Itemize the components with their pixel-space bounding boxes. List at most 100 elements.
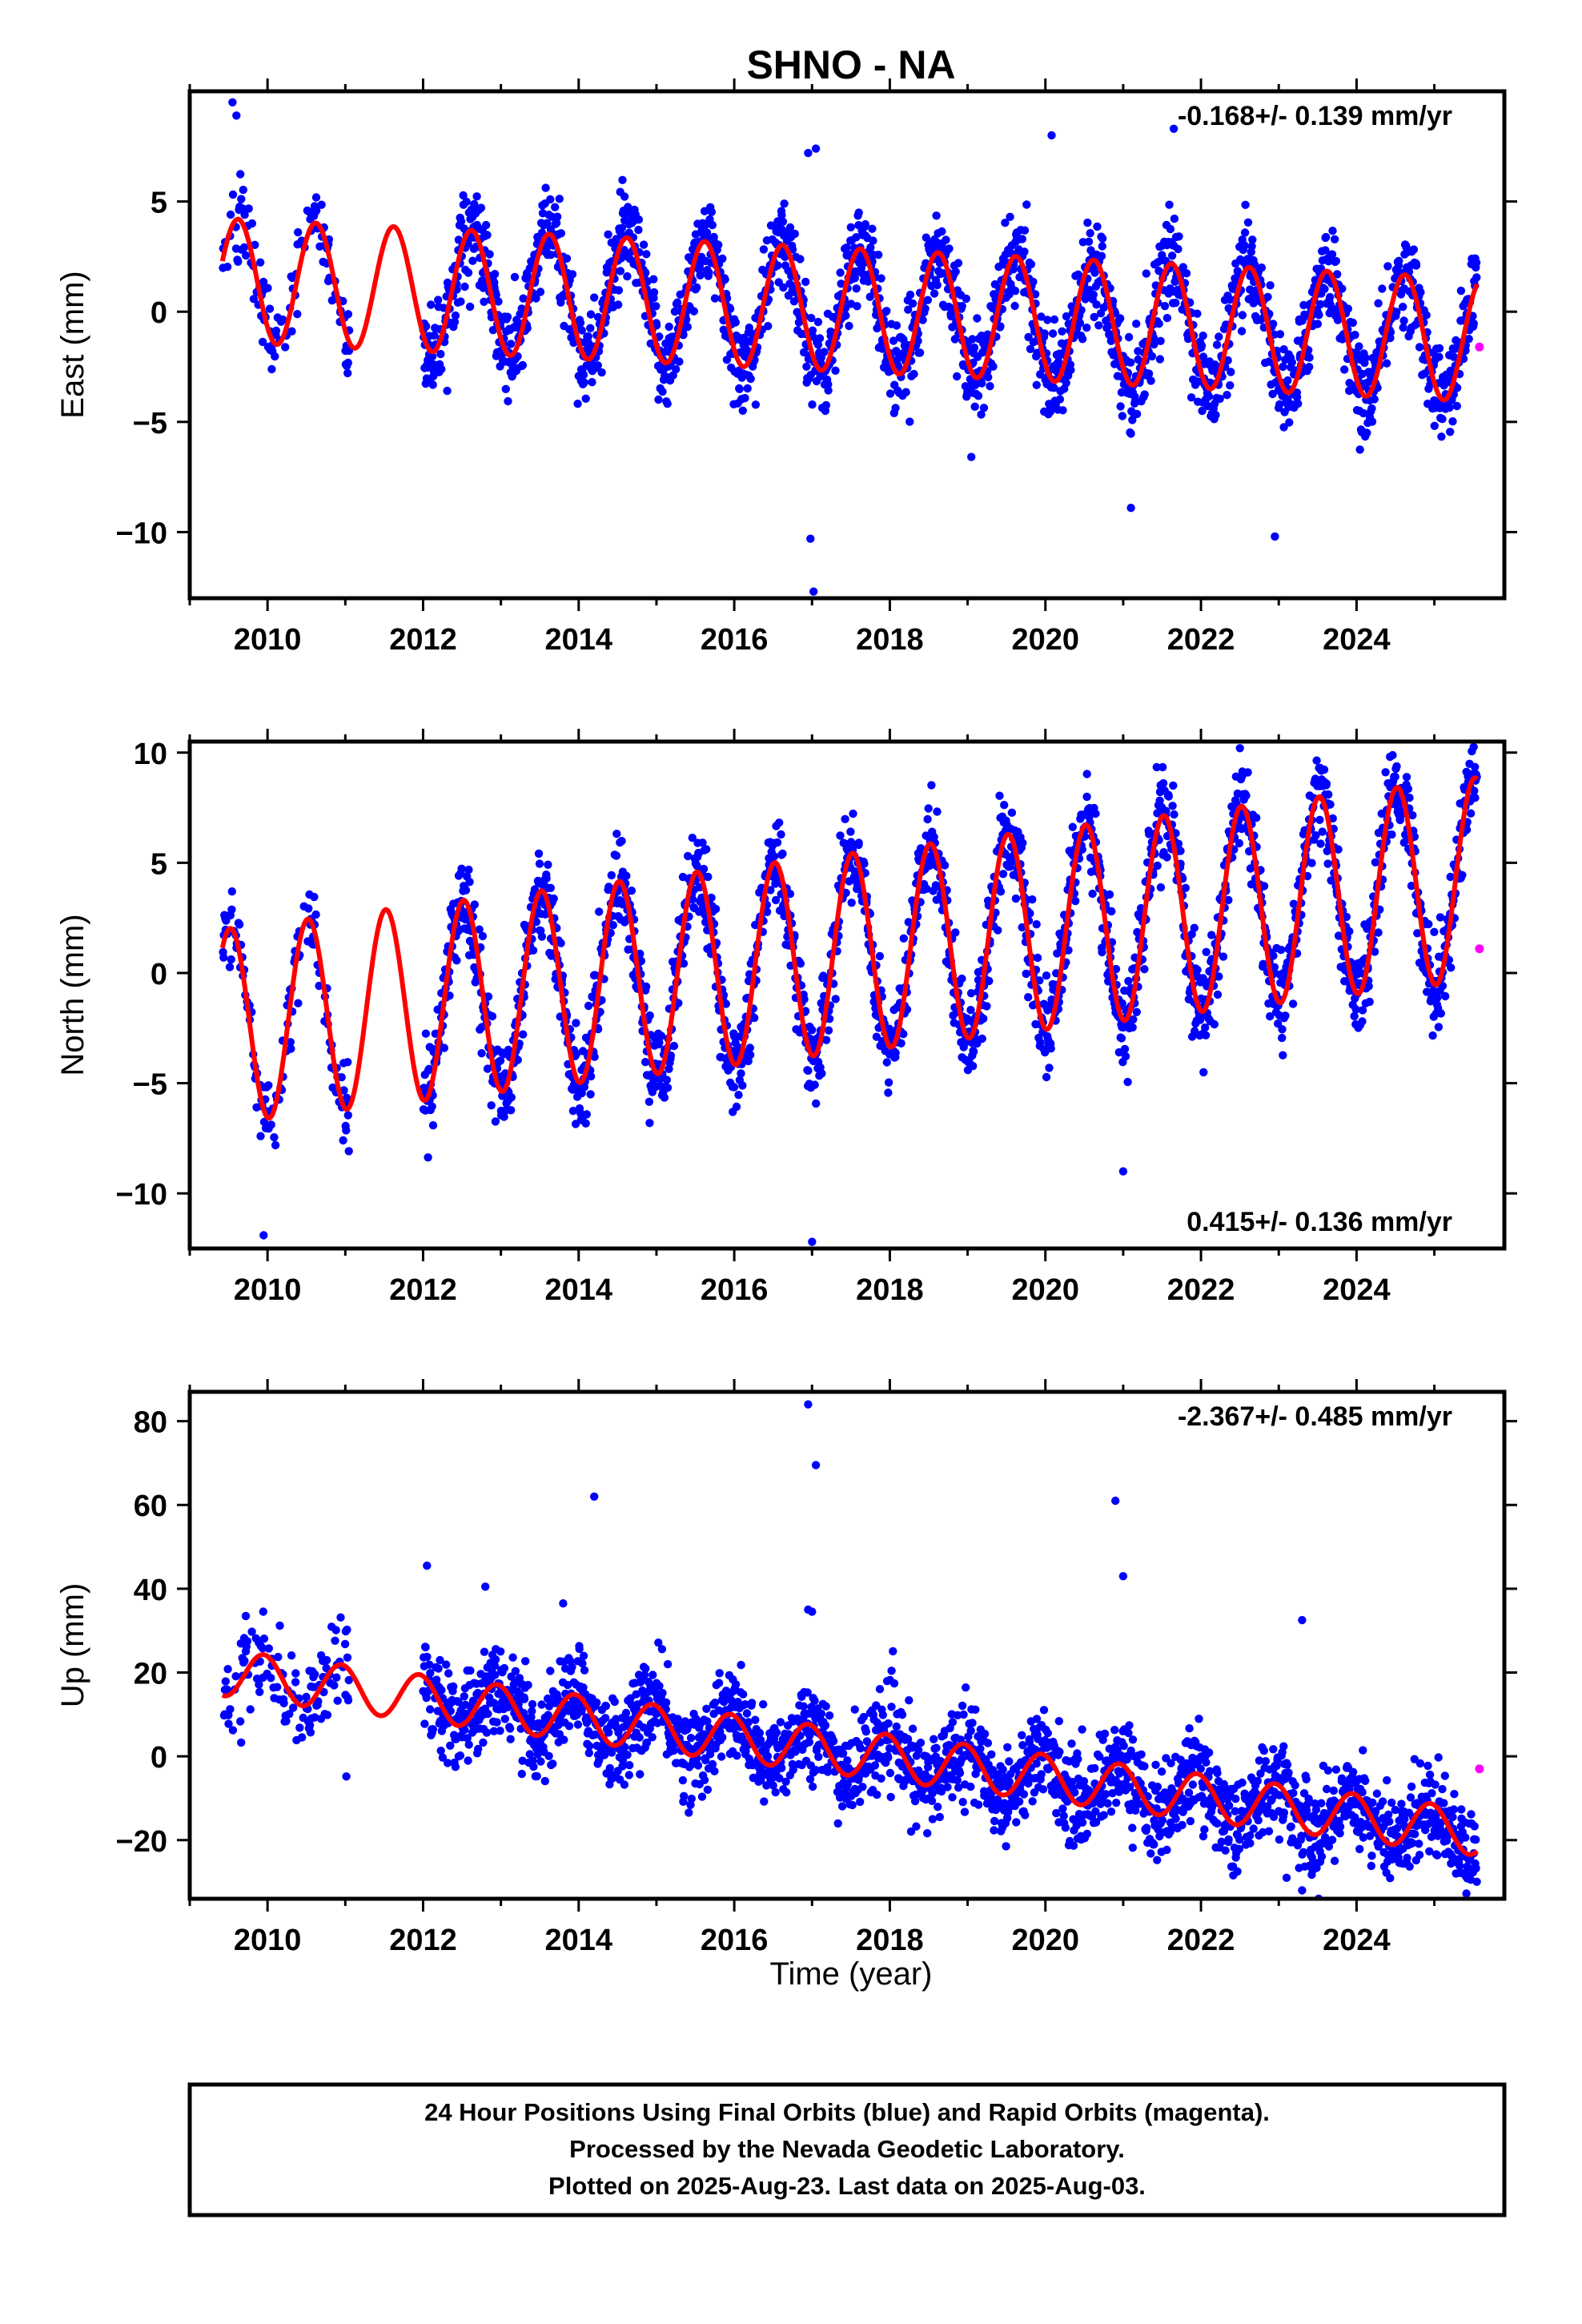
data-point xyxy=(258,1644,267,1653)
data-point xyxy=(979,404,989,412)
data-point xyxy=(899,1030,908,1039)
data-point xyxy=(620,192,629,201)
data-point xyxy=(1259,882,1269,891)
data-point xyxy=(1367,417,1377,426)
data-point xyxy=(1107,907,1116,916)
data-point xyxy=(874,251,883,259)
data-point xyxy=(244,204,253,213)
data-point xyxy=(764,322,773,331)
y-tick-label: 10 xyxy=(134,738,167,771)
data-point xyxy=(836,831,845,840)
data-point xyxy=(866,243,875,252)
data-point xyxy=(1091,809,1100,818)
data-point xyxy=(1233,267,1243,275)
data-point xyxy=(562,254,572,263)
north-panel: 2010 2012 2014 2016 2018 2020 2022 2024−10−5051… xyxy=(55,729,1517,1307)
data-point xyxy=(1162,853,1171,862)
data-point xyxy=(344,1675,353,1685)
data-point xyxy=(549,894,558,903)
data-point xyxy=(343,1653,352,1662)
data-point xyxy=(310,892,319,902)
data-point xyxy=(1408,810,1417,820)
data-point xyxy=(1403,784,1413,794)
data-point xyxy=(333,1696,342,1705)
outlier-point xyxy=(811,144,821,153)
data-point xyxy=(451,1763,460,1771)
data-point xyxy=(612,830,621,838)
data-point xyxy=(287,327,296,336)
data-point xyxy=(588,378,596,387)
data-point xyxy=(1351,1005,1360,1014)
data-point xyxy=(588,992,597,1002)
data-point xyxy=(597,368,606,377)
data-point xyxy=(994,926,1002,935)
data-point xyxy=(1026,259,1036,269)
data-point xyxy=(485,250,494,259)
data-point xyxy=(422,1693,431,1703)
data-point xyxy=(1223,391,1231,400)
data-point xyxy=(510,272,520,282)
data-point xyxy=(518,360,528,370)
data-point xyxy=(1268,320,1278,328)
data-point xyxy=(813,340,823,349)
data-point xyxy=(945,244,954,253)
data-point xyxy=(1010,287,1020,296)
data-point xyxy=(513,1055,522,1064)
rate-annotation: 0.415+/- 0.136 mm/yr xyxy=(1186,1207,1452,1237)
data-point xyxy=(861,219,870,229)
data-point xyxy=(546,195,555,204)
data-point xyxy=(275,1621,284,1630)
data-point xyxy=(930,289,939,298)
data-point xyxy=(1075,319,1085,328)
data-point xyxy=(1371,858,1380,867)
data-point xyxy=(1150,340,1158,349)
data-point xyxy=(294,227,303,237)
data-point xyxy=(860,859,869,868)
data-point xyxy=(812,1099,821,1108)
data-point xyxy=(698,838,707,847)
data-point xyxy=(841,311,850,320)
data-point xyxy=(304,904,313,913)
data-point xyxy=(235,920,244,929)
data-point xyxy=(699,864,709,874)
data-point xyxy=(434,296,443,304)
data-point xyxy=(556,298,565,307)
data-point xyxy=(271,326,281,336)
data-point xyxy=(1237,327,1247,336)
data-point xyxy=(586,324,595,332)
data-point xyxy=(1292,392,1302,402)
data-point xyxy=(691,230,701,239)
outlier-point xyxy=(259,1231,268,1240)
data-point xyxy=(223,263,232,271)
data-point xyxy=(802,362,811,371)
data-point xyxy=(264,1644,273,1653)
data-point xyxy=(474,1744,483,1754)
data-point xyxy=(534,849,544,858)
data-point xyxy=(496,1056,505,1065)
outlier-point xyxy=(1235,744,1244,753)
outlier-point xyxy=(809,587,818,596)
data-point xyxy=(1363,428,1371,437)
data-point xyxy=(1224,895,1233,905)
data-point xyxy=(1316,300,1325,309)
x-tick-label: 2010 xyxy=(234,623,302,657)
data-point xyxy=(1350,1011,1359,1021)
data-point xyxy=(918,316,927,324)
data-point xyxy=(1090,312,1098,322)
data-point xyxy=(641,982,651,991)
data-point xyxy=(1040,329,1049,338)
data-point xyxy=(875,951,885,961)
data-point xyxy=(298,1733,307,1742)
data-point xyxy=(483,1064,492,1073)
data-point xyxy=(969,1047,978,1056)
data-point xyxy=(1062,379,1070,388)
data-point xyxy=(1098,234,1107,243)
data-point xyxy=(517,304,526,313)
data-point xyxy=(450,317,460,327)
data-point xyxy=(665,1064,673,1074)
data-point xyxy=(933,807,942,816)
final-orbit-points xyxy=(219,1400,1481,1899)
data-point xyxy=(343,310,353,319)
data-point xyxy=(438,1753,448,1762)
data-point xyxy=(1364,982,1373,991)
